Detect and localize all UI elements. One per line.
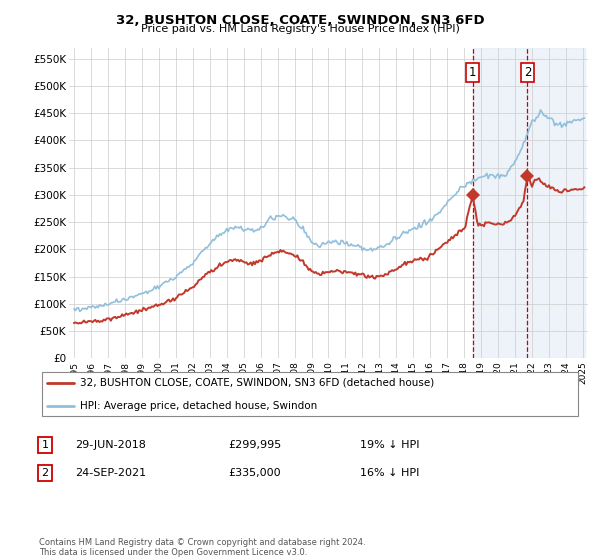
Text: £335,000: £335,000 [228,468,281,478]
Text: 1: 1 [469,66,476,79]
Text: 29-JUN-2018: 29-JUN-2018 [75,440,146,450]
Text: 1: 1 [41,440,49,450]
Bar [473,48,584,358]
Text: Contains HM Land Registry data © Crown copyright and database right 2024.
This d: Contains HM Land Registry data © Crown c… [39,538,365,557]
Text: £299,995: £299,995 [228,440,281,450]
Text: 2: 2 [41,468,49,478]
Text: 2: 2 [524,66,531,79]
Text: 16% ↓ HPI: 16% ↓ HPI [360,468,419,478]
Text: 32, BUSHTON CLOSE, COATE, SWINDON, SN3 6FD (detached house): 32, BUSHTON CLOSE, COATE, SWINDON, SN3 6… [80,378,434,388]
Text: HPI: Average price, detached house, Swindon: HPI: Average price, detached house, Swin… [80,401,317,410]
Text: Price paid vs. HM Land Registry's House Price Index (HPI): Price paid vs. HM Land Registry's House … [140,24,460,34]
FancyBboxPatch shape [42,372,578,416]
Text: 32, BUSHTON CLOSE, COATE, SWINDON, SN3 6FD: 32, BUSHTON CLOSE, COATE, SWINDON, SN3 6… [116,14,484,27]
Text: 24-SEP-2021: 24-SEP-2021 [75,468,146,478]
Text: 19% ↓ HPI: 19% ↓ HPI [360,440,419,450]
